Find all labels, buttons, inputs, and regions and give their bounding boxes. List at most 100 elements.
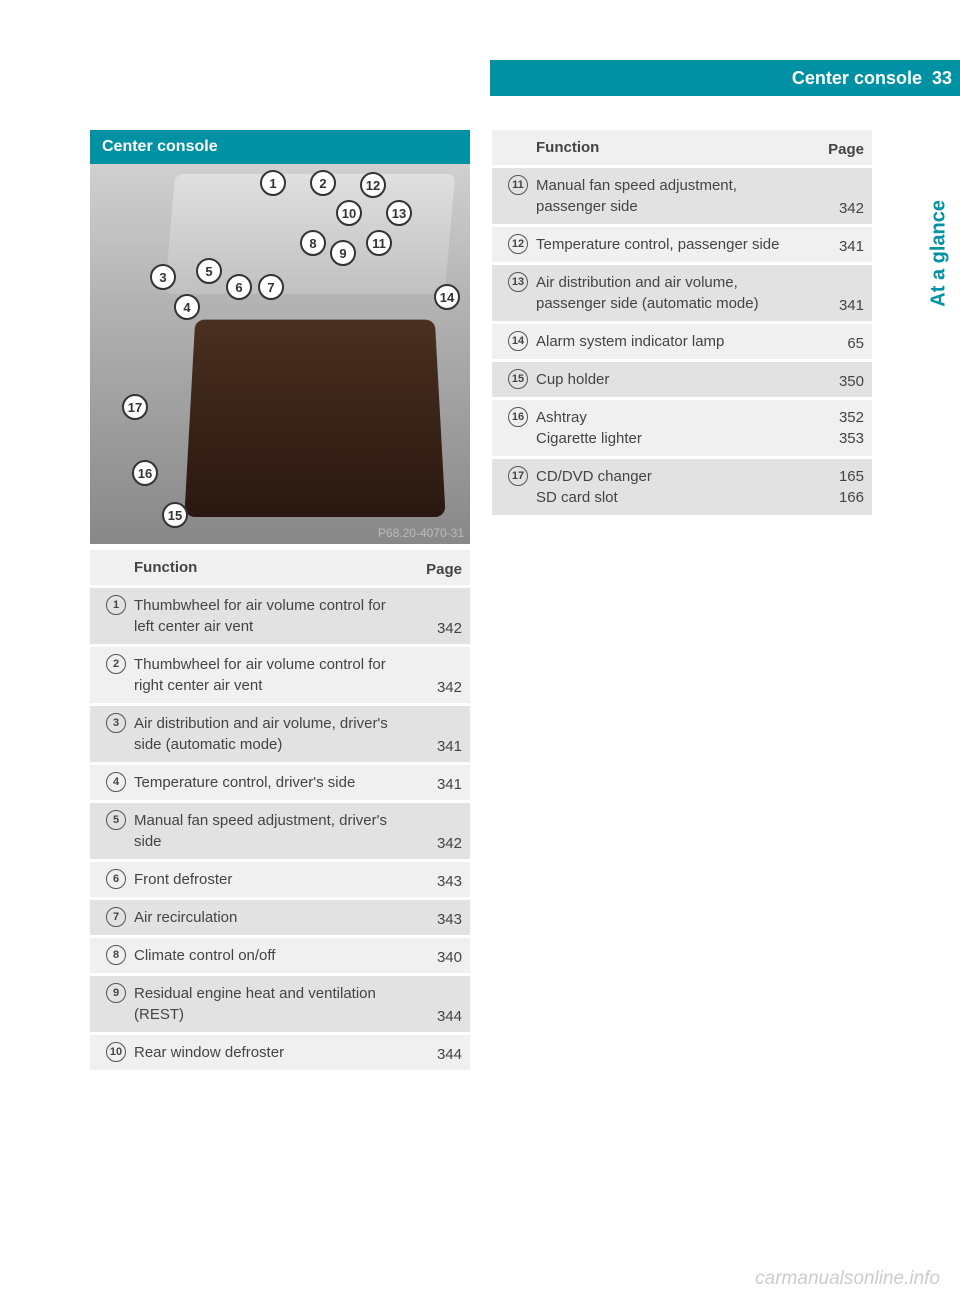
diagram-code: P68.20-4070-31: [378, 526, 464, 540]
diagram-panel-shape: [184, 320, 445, 517]
page-header-band: Center console 33: [490, 60, 960, 96]
footer-watermark: carmanualsonline.info: [755, 1268, 940, 1290]
row-function-label: Thumbwheel for air volume control for le…: [134, 595, 412, 637]
table-row: 10Rear window defroster344: [90, 1035, 470, 1073]
row-page-ref: 341: [412, 738, 462, 755]
ref-circle-icon: 11: [508, 175, 528, 195]
row-function-label: Manual fan speed adjustment, passenger s…: [536, 175, 814, 217]
ref-circle-icon: 2: [106, 654, 126, 674]
ref-circle-icon: 15: [508, 369, 528, 389]
ref-circle-icon: 10: [106, 1042, 126, 1062]
header-page-number: 33: [932, 68, 952, 89]
chapter-tab-label: At a glance: [928, 200, 951, 307]
row-page-ref: 341: [814, 238, 864, 255]
diagram-callout-16: 16: [132, 460, 158, 486]
table-header-page: Page: [412, 561, 462, 578]
row-ref: 4: [98, 772, 134, 792]
row-ref: 11: [500, 175, 536, 195]
row-ref: 7: [98, 907, 134, 927]
row-page-ref: 344: [412, 1008, 462, 1025]
row-ref: 13: [500, 272, 536, 292]
left-column: Center console 1212101389113567414171615…: [90, 130, 470, 1073]
ref-circle-icon: 5: [106, 810, 126, 830]
diagram-callout-7: 7: [258, 274, 284, 300]
ref-circle-icon: 17: [508, 466, 528, 486]
function-table-right: Function Page 11 Manual fan speed adjustm…: [492, 130, 872, 518]
table-row: 6 Front defroster343: [90, 862, 470, 900]
row-function-label: AshtrayCigarette lighter: [536, 407, 814, 449]
row-ref: 17: [500, 466, 536, 486]
row-ref: 9: [98, 983, 134, 1003]
diagram-callout-12: 12: [360, 172, 386, 198]
row-ref: 14: [500, 331, 536, 351]
diagram-callout-4: 4: [174, 294, 200, 320]
table-row: 16AshtrayCigarette lighter352353: [492, 400, 872, 459]
ref-circle-icon: 16: [508, 407, 528, 427]
ref-circle-icon: 3: [106, 713, 126, 733]
ref-circle-icon: 6: [106, 869, 126, 889]
table-header-page: Page: [814, 141, 864, 158]
row-function-label: Temperature control, driver's side: [134, 772, 412, 793]
row-function-label: Air recirculation: [134, 907, 412, 928]
table-header-row: Function Page: [90, 550, 470, 588]
table-row: 13Air distribution and air volume, passe…: [492, 265, 872, 324]
table-row: 8Climate control on/off340: [90, 938, 470, 976]
row-ref: 1: [98, 595, 134, 615]
table-row: 5 Manual fan speed adjustment, driver's s…: [90, 803, 470, 862]
table-row: 17CD/DVD changerSD card slot165166: [492, 459, 872, 518]
row-function-label: Climate control on/off: [134, 945, 412, 966]
header-section-title: Center console: [792, 68, 922, 89]
row-ref: 12: [500, 234, 536, 254]
ref-circle-icon: 12: [508, 234, 528, 254]
table-row: 1Thumbwheel for air volume control for l…: [90, 588, 470, 647]
section-heading: Center console: [90, 130, 470, 164]
diagram-callout-15: 15: [162, 502, 188, 528]
row-ref: 2: [98, 654, 134, 674]
row-ref: 10: [98, 1042, 134, 1062]
table-row: 3Air distribution and air volume, driver…: [90, 706, 470, 765]
row-page-ref: 343: [412, 911, 462, 928]
table-header-row: Function Page: [492, 130, 872, 168]
row-page-ref: 343: [412, 873, 462, 890]
table-row: 15 Cup holder350: [492, 362, 872, 400]
page-content: Center console 1212101389113567414171615…: [90, 130, 872, 1073]
row-ref: 16: [500, 407, 536, 427]
row-function-label: Thumbwheel for air volume control for ri…: [134, 654, 412, 696]
diagram-callout-2: 2: [310, 170, 336, 196]
row-page-ref: 341: [814, 297, 864, 314]
row-page-ref: 65: [814, 335, 864, 352]
diagram-callout-5: 5: [196, 258, 222, 284]
table-header-function: Function: [134, 557, 412, 578]
row-function-label: Front defroster: [134, 869, 412, 890]
diagram-callout-14: 14: [434, 284, 460, 310]
diagram-callout-9: 9: [330, 240, 356, 266]
diagram-callout-10: 10: [336, 200, 362, 226]
row-page-ref: 341: [412, 776, 462, 793]
ref-circle-icon: 4: [106, 772, 126, 792]
diagram-callout-3: 3: [150, 264, 176, 290]
row-ref: 3: [98, 713, 134, 733]
table-header-function: Function: [536, 137, 814, 158]
ref-circle-icon: 9: [106, 983, 126, 1003]
row-function-label: Manual fan speed adjustment, driver's si…: [134, 810, 412, 852]
ref-circle-icon: 8: [106, 945, 126, 965]
ref-circle-icon: 13: [508, 272, 528, 292]
ref-circle-icon: 7: [106, 907, 126, 927]
table-row: 9Residual engine heat and ventilation (R…: [90, 976, 470, 1035]
row-page-ref: 350: [814, 373, 864, 390]
table-row: 7 Air recirculation343: [90, 900, 470, 938]
right-column: Function Page 11 Manual fan speed adjustm…: [492, 130, 872, 1073]
row-ref: 6: [98, 869, 134, 889]
row-page-ref: 342: [412, 679, 462, 696]
row-page-ref: 342: [412, 620, 462, 637]
row-ref: 8: [98, 945, 134, 965]
row-page-ref: 342: [412, 835, 462, 852]
function-table-left: Function Page 1Thumbwheel for air volume…: [90, 550, 470, 1073]
row-function-label: Rear window defroster: [134, 1042, 412, 1063]
row-ref: 15: [500, 369, 536, 389]
diagram-callout-8: 8: [300, 230, 326, 256]
table-row: 14Alarm system indicator lamp65: [492, 324, 872, 362]
row-function-label: Cup holder: [536, 369, 814, 390]
center-console-diagram: 1212101389113567414171615 P68.20-4070-31: [90, 164, 470, 544]
row-page-ref: 165166: [814, 466, 864, 508]
